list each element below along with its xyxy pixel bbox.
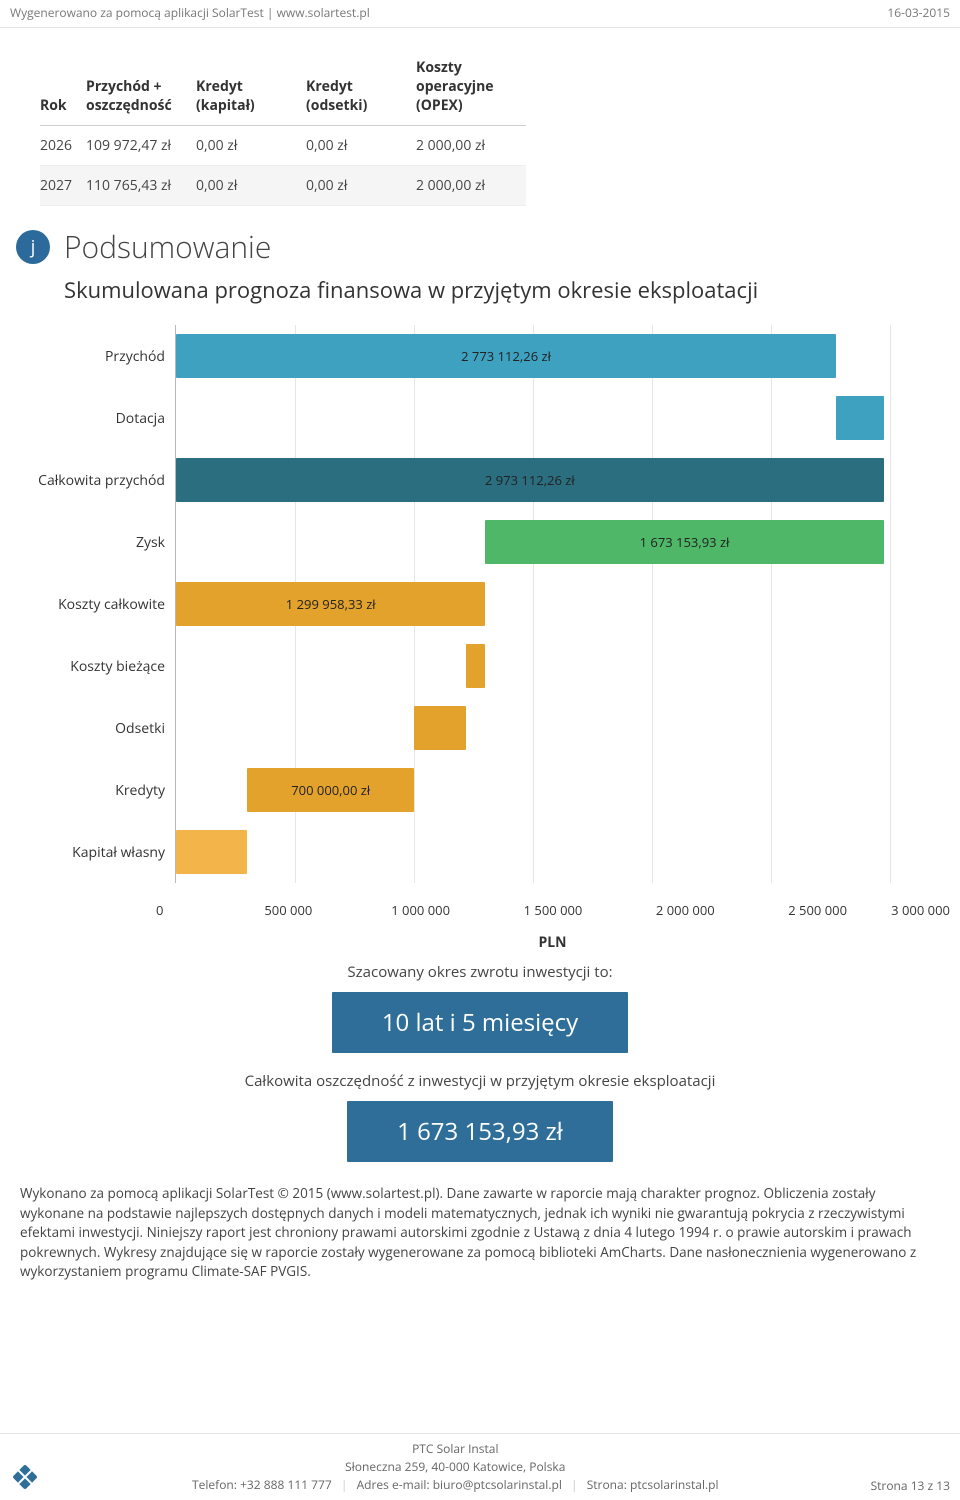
table-cell: 2 000,00 zł <box>416 126 526 166</box>
page-footer: PTC Solar Instal Słoneczna 259, 40-000 K… <box>0 1433 960 1500</box>
chart-x-tick: 1 000 000 <box>354 893 486 919</box>
section-subtitle: Skumulowana prognoza finansowa w przyjęt… <box>64 275 950 305</box>
page-content: RokPrzychód + oszczędnośćKredyt (kapitał… <box>0 28 960 1282</box>
footer-sep-1: | <box>341 1476 348 1493</box>
chart-row: Dotacja <box>30 387 890 449</box>
chart-row: Koszty całkowite1 299 958,33 zł <box>30 573 890 635</box>
table-header-row: RokPrzychód + oszczędnośćKredyt (kapitał… <box>40 48 526 126</box>
footer-company: PTC Solar Instal <box>40 1440 871 1458</box>
savings-box-wrap: 1 673 153,93 zł <box>10 1101 950 1162</box>
chart-x-tick: 500 000 <box>222 893 354 919</box>
footer-email-label: Adres e-mail: <box>357 1476 430 1493</box>
chart-row: Koszty bieżące <box>30 635 890 697</box>
disclaimer-text: Wykonano za pomocą aplikacji SolarTest ©… <box>10 1180 950 1282</box>
footer-site: ptcsolarinstal.pl <box>630 1476 719 1493</box>
chart-plot: 2 773 112,26 zł <box>175 325 890 387</box>
table-header-cell: Kredyt (kapitał) <box>196 48 306 126</box>
chart-bar-label: Zysk <box>30 511 175 573</box>
table-cell: 0,00 zł <box>306 126 416 166</box>
chart-bar: 2 773 112,26 zł <box>176 334 836 379</box>
chart-bar: 1 673 153,93 zł <box>485 520 883 565</box>
table-header-cell: Przychód + oszczędność <box>86 48 196 126</box>
chart-row: Całkowita przychód2 973 112,26 zł <box>30 449 890 511</box>
chart-plot: 2 973 112,26 zł <box>175 449 890 511</box>
chart-plot: 1 299 958,33 zł <box>175 573 890 635</box>
table-cell: 109 972,47 zł <box>86 126 196 166</box>
company-logo-icon <box>12 1464 37 1489</box>
header-left: Wygenerowano za pomocą aplikacji SolarTe… <box>10 4 370 21</box>
footer-address: Słoneczna 259, 40-000 Katowice, Polska <box>40 1458 871 1476</box>
payback-label: Szacowany okres zwrotu inwestycji to: <box>10 962 950 982</box>
chart-row: Odsetki <box>30 697 890 759</box>
table-cell: 2 000,00 zł <box>416 166 526 206</box>
chart-x-axis: 0500 0001 000 0001 500 0002 000 0002 500… <box>155 893 950 919</box>
table-cell: 0,00 zł <box>196 166 306 206</box>
chart-bar <box>414 706 466 751</box>
footer-contact-line: Telefon: +32 888 111 777 | Adres e-mail:… <box>40 1476 871 1494</box>
chart-bar: 700 000,00 zł <box>247 768 414 813</box>
table-header-cell: Koszty operacyjne (OPEX) <box>416 48 526 126</box>
chart-row: Zysk 1 673 153,93 zł <box>30 511 890 573</box>
header-date: 16-03-2015 <box>887 4 950 21</box>
table-header-cell: Rok <box>40 48 86 126</box>
table-cell: 0,00 zł <box>196 126 306 166</box>
chart-bar-label: Odsetki <box>30 697 175 759</box>
summary-chart: Przychód2 773 112,26 złDotacjaCałkowita … <box>30 325 890 883</box>
chart-bar <box>836 396 884 441</box>
chart-bar: 2 973 112,26 zł <box>176 458 884 503</box>
chart-bar-label: Koszty całkowite <box>30 573 175 635</box>
section-title: Podsumowanie <box>64 226 271 267</box>
footer-center: PTC Solar Instal Słoneczna 259, 40-000 K… <box>40 1440 871 1494</box>
chart-row: Kredyty 700 000,00 zł <box>30 759 890 821</box>
chart-bar <box>466 644 485 689</box>
chart-bar-label: Dotacja <box>30 387 175 449</box>
chart-bar-label: Koszty bieżące <box>30 635 175 697</box>
chart-row: Przychód2 773 112,26 zł <box>30 325 890 387</box>
table-cell: 0,00 zł <box>306 166 416 206</box>
chart-x-tick: 2 500 000 <box>751 893 883 919</box>
chart-plot: 1 673 153,93 zł <box>175 511 890 573</box>
chart-bar-label: Przychód <box>30 325 175 387</box>
savings-label: Całkowita oszczędność z inwestycji w prz… <box>10 1071 950 1091</box>
savings-value-box: 1 673 153,93 zł <box>347 1101 613 1162</box>
chart-bar-label: Całkowita przychód <box>30 449 175 511</box>
table-cell: 2027 <box>40 166 86 206</box>
footer-sep-2: | <box>571 1476 578 1493</box>
chart-bar-label: Kapitał własny <box>30 821 175 883</box>
chart-x-tick: 3 000 000 <box>884 893 950 919</box>
financial-table: RokPrzychód + oszczędnośćKredyt (kapitał… <box>40 48 526 206</box>
footer-phone: +32 888 111 777 <box>240 1476 332 1493</box>
table-cell: 2026 <box>40 126 86 166</box>
footer-page: Strona 13 z 13 <box>871 1477 950 1494</box>
chart-x-axis-title: PLN <box>155 933 950 952</box>
footer-site-label: Strona: <box>587 1476 627 1493</box>
table-header-cell: Kredyt (odsetki) <box>306 48 416 126</box>
chart-plot <box>175 387 890 449</box>
chart-x-tick: 2 000 000 <box>619 893 751 919</box>
page-header: Wygenerowano za pomocą aplikacji SolarTe… <box>0 0 960 28</box>
chart-plot <box>175 635 890 697</box>
table-cell: 110 765,43 zł <box>86 166 196 206</box>
footer-logo-wrap <box>10 1468 40 1494</box>
chart-plot <box>175 697 890 759</box>
section-badge: j <box>16 230 50 264</box>
chart-row: Kapitał własny <box>30 821 890 883</box>
section-header: j Podsumowanie <box>16 226 950 267</box>
chart-bar <box>176 830 247 875</box>
table-row: 2027110 765,43 zł0,00 zł0,00 zł2 000,00 … <box>40 166 526 206</box>
chart-x-tick: 0 <box>156 893 222 919</box>
table-row: 2026109 972,47 zł0,00 zł0,00 zł2 000,00 … <box>40 126 526 166</box>
payback-value-box: 10 lat i 5 miesięcy <box>332 992 628 1053</box>
chart-x-tick: 1 500 000 <box>487 893 619 919</box>
payback-box-wrap: 10 lat i 5 miesięcy <box>10 992 950 1053</box>
chart-bar-label: Kredyty <box>30 759 175 821</box>
chart-bar: 1 299 958,33 zł <box>176 582 485 627</box>
footer-phone-label: Telefon: <box>192 1476 237 1493</box>
chart-plot <box>175 821 890 883</box>
chart-plot: 700 000,00 zł <box>175 759 890 821</box>
footer-email: biuro@ptcsolarinstal.pl <box>433 1476 562 1493</box>
